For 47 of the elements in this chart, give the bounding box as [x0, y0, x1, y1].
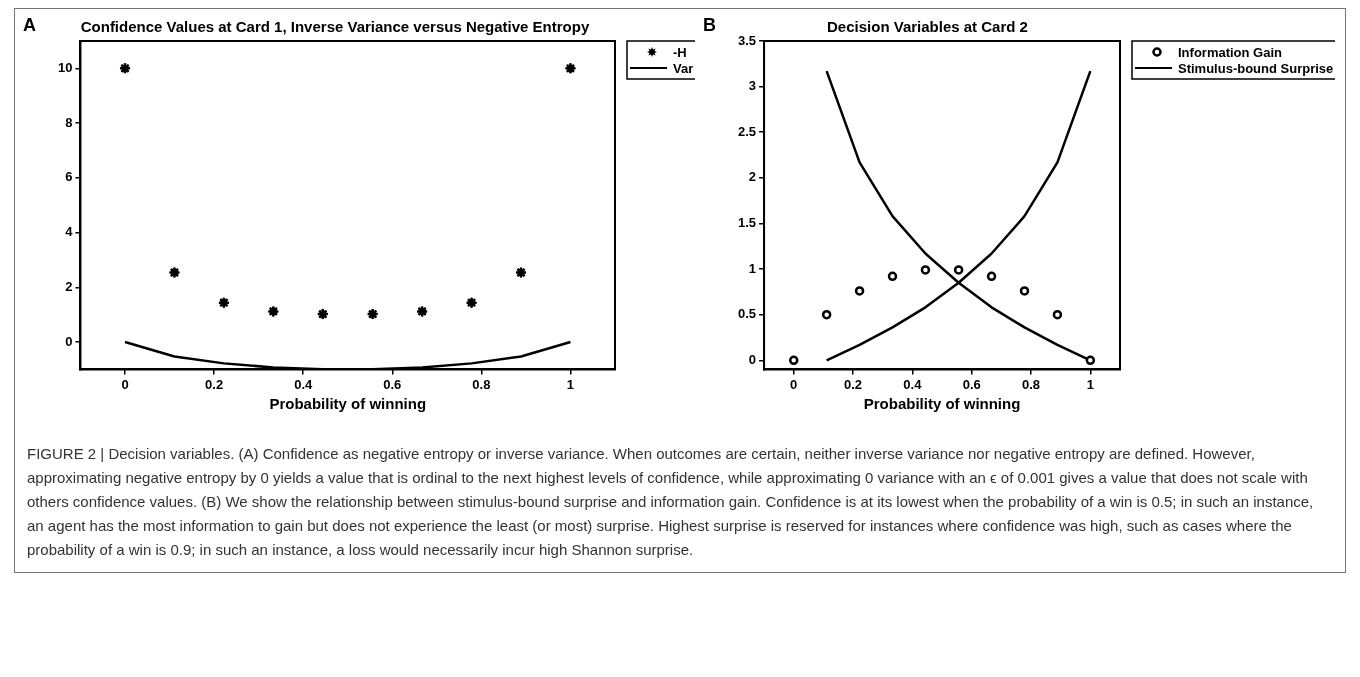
- x-axis-title: Probability of winning: [863, 395, 1021, 413]
- x-tick-label: 0.8: [1021, 376, 1041, 392]
- text: A: [23, 14, 36, 35]
- x-tick-label: 0.6: [962, 376, 981, 392]
- y-tick-label: 1.5: [737, 215, 757, 231]
- x-tick-label: 0: [121, 376, 129, 392]
- x-tick-label: 1: [566, 376, 575, 392]
- y-tick-label: 3: [748, 78, 757, 94]
- point: [986, 271, 997, 282]
- x-tick-label: 0: [790, 376, 798, 392]
- x-tick-label: 0.6: [383, 376, 402, 392]
- y-tick-label: 0: [748, 351, 757, 367]
- text: B: [703, 14, 716, 35]
- x-tick-label: 1: [1086, 376, 1094, 392]
- x-tick-label: 0.4: [903, 376, 923, 392]
- y-tick-label: 0.5: [737, 306, 757, 322]
- y-tick-label: 3.5: [737, 32, 757, 48]
- caption: FIGURE 2 | Decision variables. (A) Confidence as negative entropy or inverse variance. When outcomes are certain, neither inverse variance nor negative entropy are defined. However, approximating negative entropy by 0 yields a value that is ordinal to the next highest levels of confidence, while approximating 0 variance with an ϵ of 0.001 gives a value that does not scale with others confidence values. (B) We show the relationship between stimulus-bound surprise and information gain. Confidence is at its lowest when the probability of a win is 0.5; in such an instance, an agent has the most information to gain but does not experience the least (or most) surprise. Highest surprise is reserved for instances where confidence was high, such as cases where the probability of a win is 0.9; in such an instance, a loss would necessarily incur high Shannon surprise.: [27, 444, 1315, 560]
- point: [920, 265, 931, 275]
- x-axis-title: Probability of winning: [269, 395, 427, 413]
- y-tick-label: 2: [748, 169, 757, 185]
- point: [1019, 286, 1030, 296]
- y-tick-label: 1: [748, 260, 757, 276]
- x-tick-label: 0.4: [294, 376, 313, 392]
- y-tick-label: 4: [65, 224, 74, 240]
- x-tick-label: 0.8: [472, 376, 491, 392]
- point: [953, 265, 964, 275]
- legend-label: Var: [673, 60, 694, 76]
- legend-label: Information Gain: [1178, 44, 1283, 60]
- y-tick-label: 10: [57, 59, 73, 75]
- legend-label: -H: [673, 44, 687, 60]
- y-tick-label: 0: [65, 333, 73, 349]
- legend-label: Stimulus-bound Surprise: [1178, 60, 1334, 76]
- point: [854, 286, 865, 296]
- y-tick-label: 2.5: [737, 123, 757, 139]
- chart-title: Decision Variables at Card 2: [827, 18, 1028, 36]
- point: [1085, 355, 1096, 366]
- y-tick-label: 2: [65, 278, 73, 294]
- point: [788, 355, 799, 366]
- point: [1052, 309, 1063, 320]
- y-tick-label: 8: [65, 114, 73, 130]
- y-tick-label: 6: [65, 169, 73, 185]
- point: [821, 309, 832, 320]
- point: [887, 271, 898, 282]
- x-tick-label: 0.2: [205, 376, 224, 392]
- x-tick-label: 0.2: [844, 376, 863, 392]
- chart-title: Confidence Values at Card 1, Inverse Variance versus Negative Entropy: [80, 18, 590, 36]
